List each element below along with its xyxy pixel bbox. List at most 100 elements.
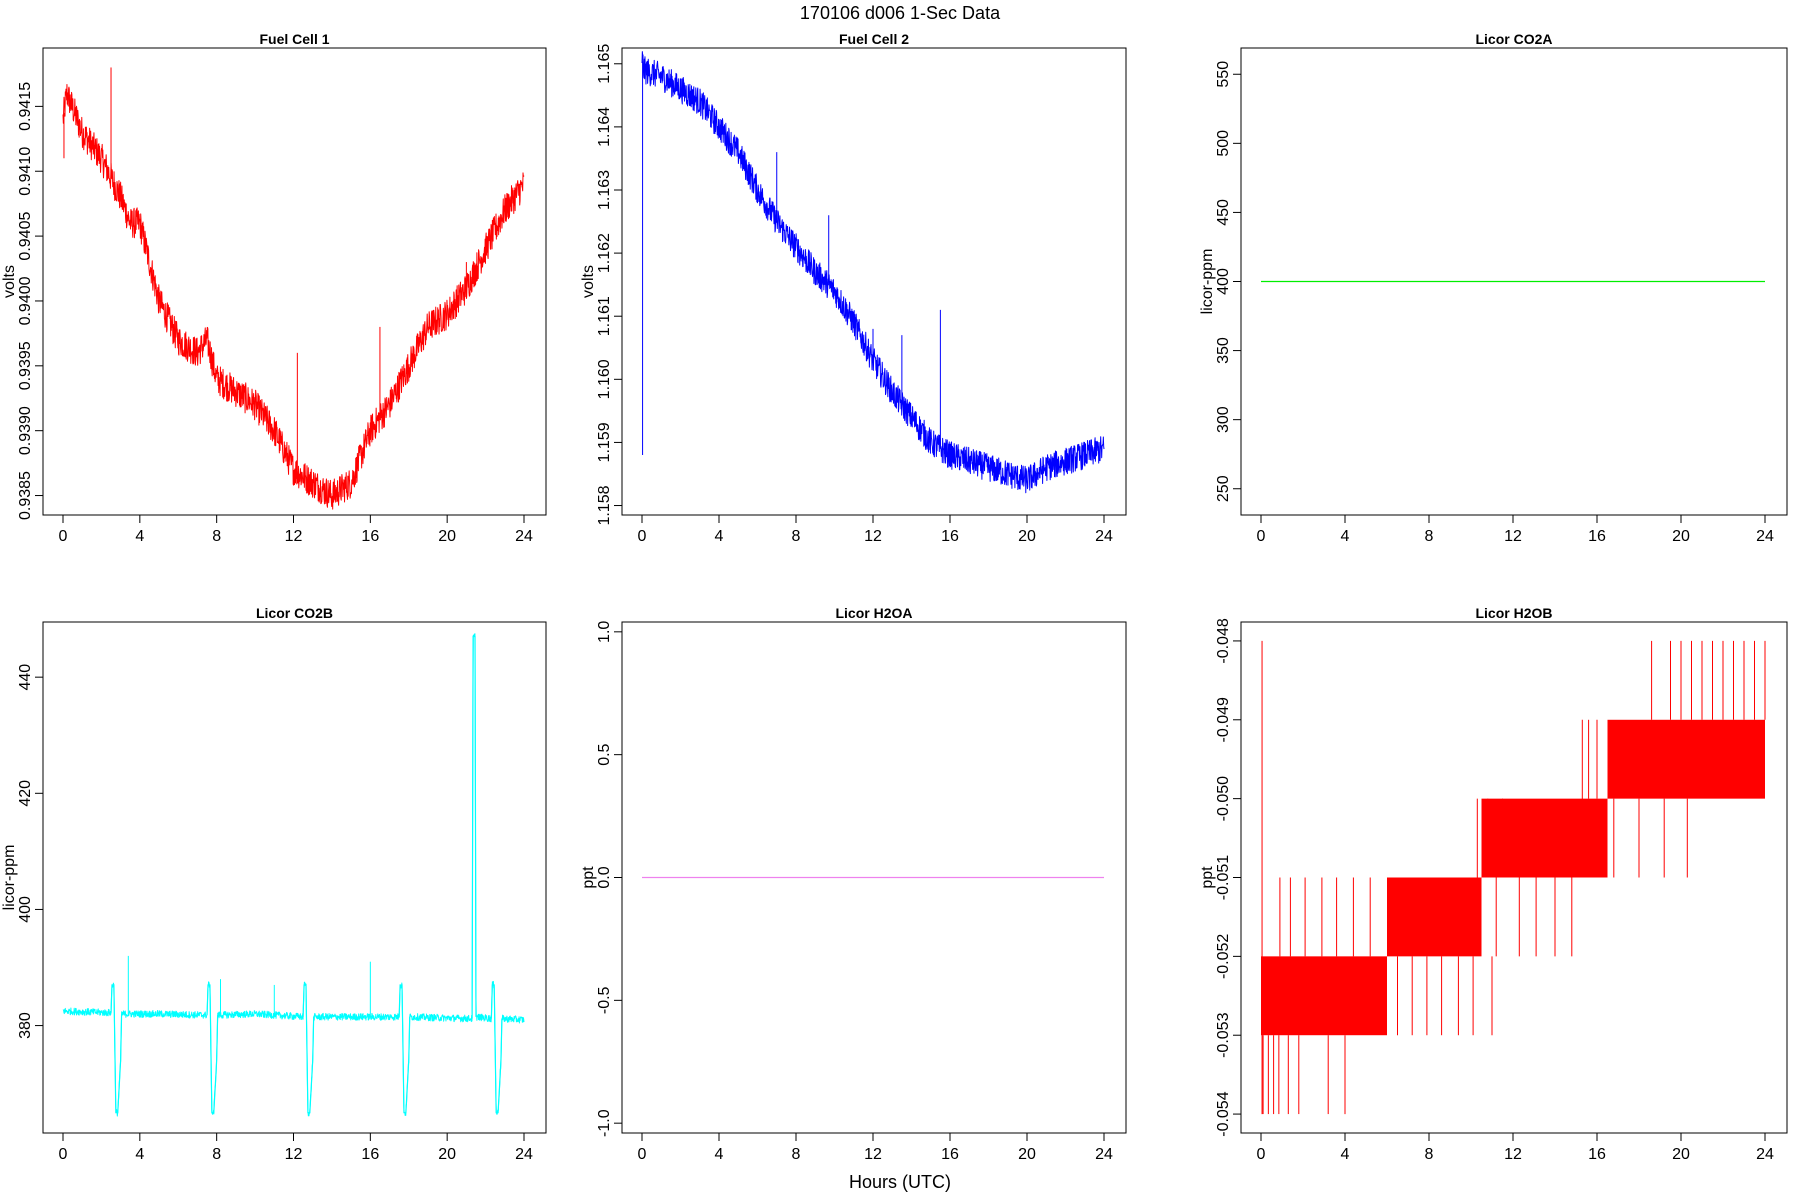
y-tick-label: 450 [1215, 199, 1232, 226]
panel-1: Fuel Cell 2 volts 0 4 8 12 16 20 24 1.158 1.159 1.1… [580, 31, 1127, 545]
x-tick-label: 20 [1018, 1146, 1036, 1163]
y-tick-label: 1.160 [596, 359, 613, 399]
x-tick-label: 8 [212, 528, 221, 545]
data-layer [1261, 640, 1766, 1115]
x-tick-label: 20 [438, 528, 456, 545]
plot-frame [42, 621, 547, 1134]
panel-5: Licor H2OB ppt 0 4 8 12 16 20 24 -0.054 -0.053 -0.0… [1199, 605, 1788, 1163]
x-tick-label: 4 [1341, 528, 1350, 545]
y-tick-label: 380 [17, 1012, 34, 1039]
y-tick-label: 0.9400 [17, 276, 34, 325]
panel-title: Licor CO2B [256, 605, 333, 621]
y-tick-label: -0.049 [1215, 697, 1232, 742]
x-tick-label: 4 [715, 528, 724, 545]
y-axis-label: volts [580, 265, 597, 298]
x-tick-label: 24 [1756, 1146, 1774, 1163]
y-tick-label: -0.5 [596, 986, 613, 1014]
panel-title: Licor H2OA [835, 605, 912, 621]
x-tick-label: 8 [792, 528, 801, 545]
x-tick-label: 0 [59, 1146, 68, 1163]
x-tick-label: 24 [515, 1146, 533, 1163]
panel-title: Fuel Cell 1 [259, 31, 329, 47]
panel-title: Licor H2OB [1475, 605, 1552, 621]
x-tick-label: 20 [1672, 528, 1690, 545]
x-tick-label: 0 [638, 1146, 647, 1163]
y-tick-label: 1.163 [596, 170, 613, 210]
data-layer [62, 633, 525, 1117]
series-steps [110, 635, 503, 1114]
x-tick-label: 20 [1672, 1146, 1690, 1163]
x-tick-label: 16 [361, 528, 379, 545]
panel-3: Licor CO2B licor-ppm 0 4 8 12 16 20 24 380 400 420 4… [1, 605, 547, 1163]
plot-frame [621, 47, 1127, 516]
x-tick-label: 0 [59, 528, 68, 545]
x-tick-label: 0 [1257, 1146, 1266, 1163]
x-tick-label: 8 [792, 1146, 801, 1163]
x-tick-label: 4 [1341, 1146, 1350, 1163]
data-layer [641, 51, 1105, 494]
panel-4: Licor H2OA ppt 0 4 8 12 16 20 24 -1.0 -0.5 0.0 0.5 1.… [580, 605, 1127, 1163]
y-tick-label: 400 [1215, 268, 1232, 295]
x-tick-label: 16 [1588, 1146, 1606, 1163]
y-tick-label: 1.162 [596, 233, 613, 273]
data-band [1387, 877, 1482, 957]
y-tick-label: 0.9385 [17, 471, 34, 520]
panels: Fuel Cell 1 volts 0 4 8 12 16 20 24 0.9385 0.9390 0… [1, 31, 1788, 1163]
x-tick-label: 16 [941, 528, 959, 545]
y-tick-label: 300 [1215, 406, 1232, 433]
panel-2: Licor CO2A licor-ppm 0 4 8 12 16 20 24 250 300 350 4… [1199, 31, 1788, 545]
y-axis-label: volts [1, 265, 18, 298]
x-tick-label: 12 [864, 528, 882, 545]
y-tick-label: 0.9395 [17, 341, 34, 390]
x-tick-label: 12 [1504, 528, 1522, 545]
y-axis-label: licor-ppm [1, 845, 18, 911]
x-tick-label: 24 [1756, 528, 1774, 545]
y-tick-label: 500 [1215, 130, 1232, 157]
series-line-0 [62, 633, 525, 1117]
y-tick-label: 0.9405 [17, 212, 34, 261]
y-tick-label: 0.5 [596, 743, 613, 765]
series-line-0 [62, 84, 525, 510]
y-tick-label: -0.052 [1215, 934, 1232, 979]
x-tick-label: 16 [361, 1146, 379, 1163]
x-tick-label: 8 [1425, 528, 1434, 545]
y-tick-label: 0.9415 [17, 82, 34, 131]
x-tick-label: 16 [941, 1146, 959, 1163]
x-tick-label: 12 [1504, 1146, 1522, 1163]
x-tick-label: 12 [864, 1146, 882, 1163]
y-tick-label: -1.0 [596, 1109, 613, 1137]
x-tick-label: 24 [1095, 1146, 1113, 1163]
x-tick-label: 8 [212, 1146, 221, 1163]
y-tick-label: 1.0 [596, 621, 613, 643]
x-tick-label: 12 [285, 528, 303, 545]
x-tick-label: 4 [715, 1146, 724, 1163]
x-tick-label: 16 [1588, 528, 1606, 545]
y-tick-label: 1.164 [596, 107, 613, 147]
y-tick-label: 0.0 [596, 866, 613, 888]
y-tick-label: 420 [17, 780, 34, 807]
panel-title: Licor CO2A [1475, 31, 1552, 47]
y-tick-label: 1.165 [596, 44, 613, 84]
plot-frame [42, 47, 547, 516]
y-tick-label: -0.050 [1215, 776, 1232, 821]
figure-xlabel: Hours (UTC) [849, 1172, 951, 1192]
y-tick-label: 0.9390 [17, 406, 34, 455]
panel-title: Fuel Cell 2 [839, 31, 909, 47]
y-tick-label: 1.159 [596, 422, 613, 462]
x-tick-label: 20 [438, 1146, 456, 1163]
x-tick-label: 24 [515, 528, 533, 545]
y-tick-label: -0.048 [1215, 618, 1232, 663]
y-tick-label: -0.053 [1215, 1012, 1232, 1057]
y-axis-label: ppt [580, 866, 597, 889]
y-tick-label: 350 [1215, 337, 1232, 364]
y-tick-label: -0.051 [1215, 855, 1232, 900]
data-band [1261, 956, 1387, 1036]
x-tick-label: 4 [135, 528, 144, 545]
figure-title: 170106 d006 1-Sec Data [800, 3, 1001, 23]
y-axis-label: licor-ppm [1199, 249, 1216, 315]
y-tick-label: 0.9410 [17, 147, 34, 196]
y-axis-label: ppt [1199, 866, 1216, 889]
series-line-0 [641, 51, 1105, 494]
panel-0: Fuel Cell 1 volts 0 4 8 12 16 20 24 0.9385 0.9390 0… [1, 31, 547, 545]
